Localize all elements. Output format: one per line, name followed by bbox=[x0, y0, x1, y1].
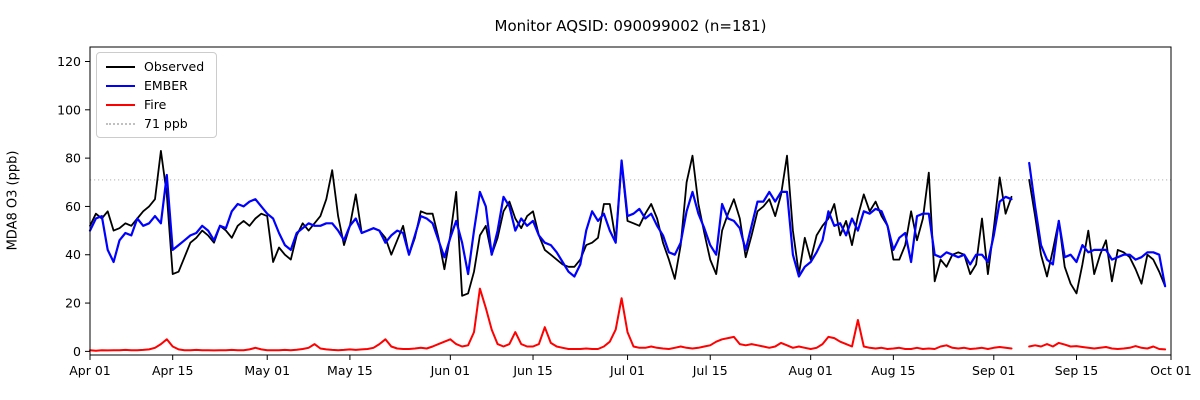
x-tick-label: Oct 01 bbox=[1150, 363, 1192, 378]
x-tick-label: Jun 01 bbox=[430, 363, 470, 378]
x-tick-label: Apr 15 bbox=[152, 363, 194, 378]
y-tick-label: 40 bbox=[65, 247, 81, 262]
legend-swatch-fire bbox=[106, 103, 135, 106]
legend-label: Fire bbox=[144, 97, 167, 112]
x-tick-label: Jul 15 bbox=[692, 363, 728, 378]
plot-border bbox=[89, 46, 1172, 356]
y-tick-label: 0 bbox=[73, 344, 81, 359]
y-tick-label: 80 bbox=[65, 151, 81, 166]
legend-swatch-ember bbox=[106, 84, 135, 87]
series-line-fire bbox=[1028, 341, 1167, 351]
y-tick-label: 60 bbox=[65, 199, 81, 214]
legend-label: EMBER bbox=[144, 78, 188, 93]
series-line-observed bbox=[1028, 178, 1166, 295]
x-tick-label: Sep 01 bbox=[972, 363, 1015, 378]
legend-item-ember: EMBER bbox=[106, 78, 204, 93]
legend-swatch-observed bbox=[106, 65, 135, 68]
legend: Observed EMBER Fire 71 ppb bbox=[96, 52, 218, 138]
x-tick-label: Jun 15 bbox=[512, 363, 552, 378]
y-tick-label: 20 bbox=[65, 296, 81, 311]
legend-item-observed: Observed bbox=[106, 59, 204, 74]
series-line-ember bbox=[1028, 161, 1167, 288]
x-tick-label: Apr 01 bbox=[69, 363, 111, 378]
x-tick-label: Sep 15 bbox=[1055, 363, 1098, 378]
legend-item-fire: Fire bbox=[106, 97, 204, 112]
x-tick-label: May 01 bbox=[244, 363, 290, 378]
legend-item-71-ppb: 71 ppb bbox=[106, 116, 204, 131]
y-tick-label: 120 bbox=[57, 54, 81, 69]
x-tick-label: Aug 15 bbox=[871, 363, 915, 378]
legend-label: 71 ppb bbox=[144, 116, 188, 131]
legend-swatch-71-ppb bbox=[106, 122, 135, 125]
series-line-observed bbox=[89, 149, 1013, 297]
legend-label: Observed bbox=[144, 59, 205, 74]
series-line-ember bbox=[88, 159, 1013, 278]
x-tick-label: Jul 01 bbox=[609, 363, 645, 378]
x-tick-label: May 15 bbox=[327, 363, 373, 378]
series-line-fire bbox=[89, 287, 1013, 352]
chart-title: Monitor AQSID: 090099002 (n=181) bbox=[494, 17, 767, 35]
y-tick-label: 100 bbox=[57, 102, 81, 117]
x-tick-label: Aug 01 bbox=[789, 363, 833, 378]
